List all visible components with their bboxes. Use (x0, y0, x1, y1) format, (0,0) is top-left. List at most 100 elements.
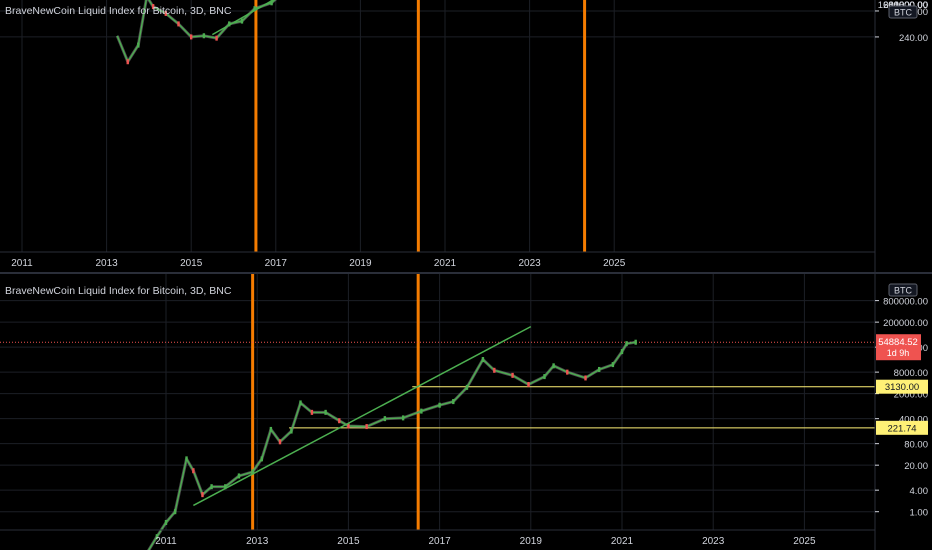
bottom-x-tick-label: 2011 (155, 536, 177, 547)
bottom-candle (552, 363, 555, 369)
bottom-candle (511, 372, 514, 378)
top-candle (228, 21, 231, 27)
bottom-x-tick-label: 2021 (611, 536, 634, 547)
top-candle (240, 18, 244, 24)
bottom-candle (420, 408, 423, 414)
top-candle (270, 0, 273, 6)
bottom-candle (566, 369, 569, 375)
bottom-chart-title: BraveNewCoin Liquid Index for Bitcoin, 3… (5, 285, 232, 297)
top-x-tick-label: 2023 (518, 258, 541, 269)
top-chart-pane[interactable]: Next halving in 20241600000.00600000.002… (0, 0, 932, 272)
top-chart-svg[interactable]: Next halving in 20241600000.00600000.002… (0, 0, 932, 272)
bottom-candle (155, 534, 159, 540)
bottom-candle (310, 409, 314, 415)
top-x-tick-label: 2019 (349, 258, 372, 269)
bottom-trendline[interactable] (193, 325, 532, 507)
bottom-current-price-badge[interactable] (876, 334, 921, 361)
bottom-x-tick-label: 2013 (246, 536, 269, 547)
bottom-chart-svg[interactable]: 800000.00200000.0040000.008000.002000.00… (0, 274, 932, 550)
top-chart-title: BraveNewCoin Liquid Index for Bitcoin, 3… (5, 5, 232, 17)
bottom-candle (452, 399, 455, 405)
bottom-candle (365, 424, 368, 430)
bottom-currency-label: BTC (894, 286, 913, 296)
bottom-chart-pane[interactable]: 800000.00200000.0040000.008000.002000.00… (0, 274, 932, 550)
bottom-candle (481, 357, 485, 363)
top-candle (151, 4, 155, 10)
bottom-candle (465, 384, 469, 390)
top-y-tick-label: 240.00 (899, 33, 928, 44)
top-x-tick-label: 2011 (11, 258, 33, 269)
top-price-series[interactable] (116, 0, 458, 63)
bottom-y-tick-label: 8000.00 (894, 368, 928, 379)
bottom-candle (324, 409, 327, 415)
bottom-candle (527, 382, 530, 388)
bottom-x-tick-label: 2015 (337, 536, 360, 547)
bottom-candle (383, 416, 387, 422)
pane-divider[interactable] (0, 272, 932, 274)
top-candle (190, 34, 193, 40)
bottom-candle (620, 349, 624, 355)
top-candle (126, 59, 129, 65)
bottom-candle (192, 468, 195, 474)
bottom-level-badge[interactable] (876, 420, 928, 435)
bottom-y-tick-label: 20.00 (904, 461, 928, 472)
bottom-candle (347, 423, 350, 429)
bottom-y-tick-label: 80.00 (904, 440, 928, 451)
bottom-candle (338, 418, 341, 424)
top-candle (137, 42, 140, 48)
top-x-tick-label: 2021 (434, 258, 457, 269)
bottom-candle (237, 473, 241, 479)
bottom-current-price-timer: 1d 9h (887, 348, 910, 358)
top-currency-label: BTC (894, 8, 913, 18)
bottom-candle (299, 400, 302, 406)
bottom-chart-background (0, 274, 932, 550)
bottom-y-tick-label: 1.00 (910, 508, 929, 519)
bottom-currency-badge[interactable] (888, 283, 918, 297)
bottom-candle (611, 362, 615, 368)
bottom-candle (290, 428, 293, 434)
top-chart-background (0, 0, 932, 272)
top-candle (253, 6, 256, 12)
bottom-candle (438, 402, 441, 408)
top-candle (202, 33, 206, 39)
bottom-candle (598, 366, 601, 372)
bottom-y-tick-label: 4.00 (910, 486, 929, 497)
top-x-tick-label: 2015 (180, 258, 203, 269)
top-candle (215, 35, 218, 41)
bottom-candle (584, 375, 587, 381)
bottom-x-tick-label: 2025 (793, 536, 816, 547)
bottom-candle (625, 341, 628, 347)
bottom-price-axis[interactable] (875, 274, 932, 550)
bottom-y-tick-label: 2000.00 (894, 390, 928, 401)
bottom-candle (164, 519, 168, 525)
bottom-candle (224, 484, 227, 490)
bottom-price-series[interactable] (146, 341, 636, 550)
top-candle (177, 21, 180, 27)
bottom-candle (543, 374, 546, 380)
bottom-level-badge-label: 221.74 (887, 423, 916, 434)
bottom-candle (201, 492, 204, 498)
bottom-y-tick-label: 800000.00 (883, 297, 928, 308)
bottom-candle (210, 484, 213, 490)
bottom-y-tick-label: 400.00 (899, 415, 928, 426)
bottom-candle (634, 339, 637, 345)
bottom-x-tick-label: 2017 (428, 536, 451, 547)
top-candle (164, 10, 168, 16)
bottom-level-badge-label: 3130.00 (885, 382, 919, 393)
bottom-candle (278, 439, 282, 445)
bottom-candle (251, 469, 254, 475)
bottom-candle (260, 456, 263, 462)
bottom-x-tick-label: 2023 (702, 536, 725, 547)
top-price-axis[interactable] (875, 0, 932, 272)
bottom-candle (493, 367, 496, 373)
top-x-tick-label: 2017 (265, 258, 288, 269)
top-currency-badge[interactable] (888, 5, 918, 19)
top-trendline[interactable] (211, 0, 512, 36)
top-x-tick-label: 2013 (95, 258, 118, 269)
bottom-candle (401, 415, 405, 421)
bottom-candle (269, 426, 273, 432)
bottom-x-tick-label: 2019 (520, 536, 543, 547)
bottom-level-badge[interactable] (876, 379, 928, 394)
bottom-candle (173, 509, 177, 515)
